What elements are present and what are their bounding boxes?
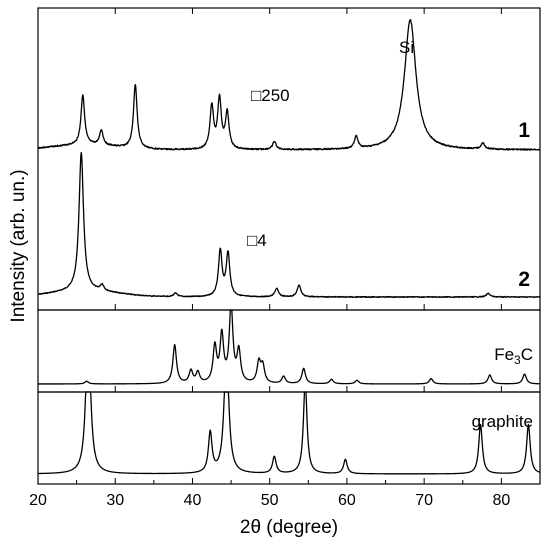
x-tick-label: 50	[261, 492, 279, 509]
y-axis-title: Intensity (arb. un.)	[8, 169, 29, 322]
series-line-fe3c	[37, 309, 541, 385]
x-tick-label: 20	[29, 492, 47, 509]
x-tick-label: 60	[338, 492, 356, 509]
series-line-1	[37, 19, 541, 151]
series-label-fe3c: Fe3C	[494, 345, 533, 367]
x-tick-label: 30	[106, 492, 124, 509]
series-label-2: 2	[518, 268, 530, 291]
series-line-2	[37, 151, 541, 299]
series-label-1: 1	[518, 119, 530, 142]
series-label-graphite: graphite	[472, 412, 533, 431]
x-axis-title: 2θ (degree)	[240, 517, 338, 538]
x-tick-label: 80	[492, 492, 510, 509]
x-tick-label: 40	[184, 492, 202, 509]
annotation-mult4: □4	[247, 231, 267, 250]
series-line-graphite	[37, 391, 541, 475]
annotation-mult250: □250	[251, 86, 290, 105]
panel-frame-graphite	[37, 391, 541, 485]
panel-frame-fe3c	[37, 309, 541, 393]
x-tick-label: 70	[415, 492, 433, 509]
annotation-si: Si	[399, 38, 414, 57]
panel-frame-samples	[37, 7, 541, 311]
